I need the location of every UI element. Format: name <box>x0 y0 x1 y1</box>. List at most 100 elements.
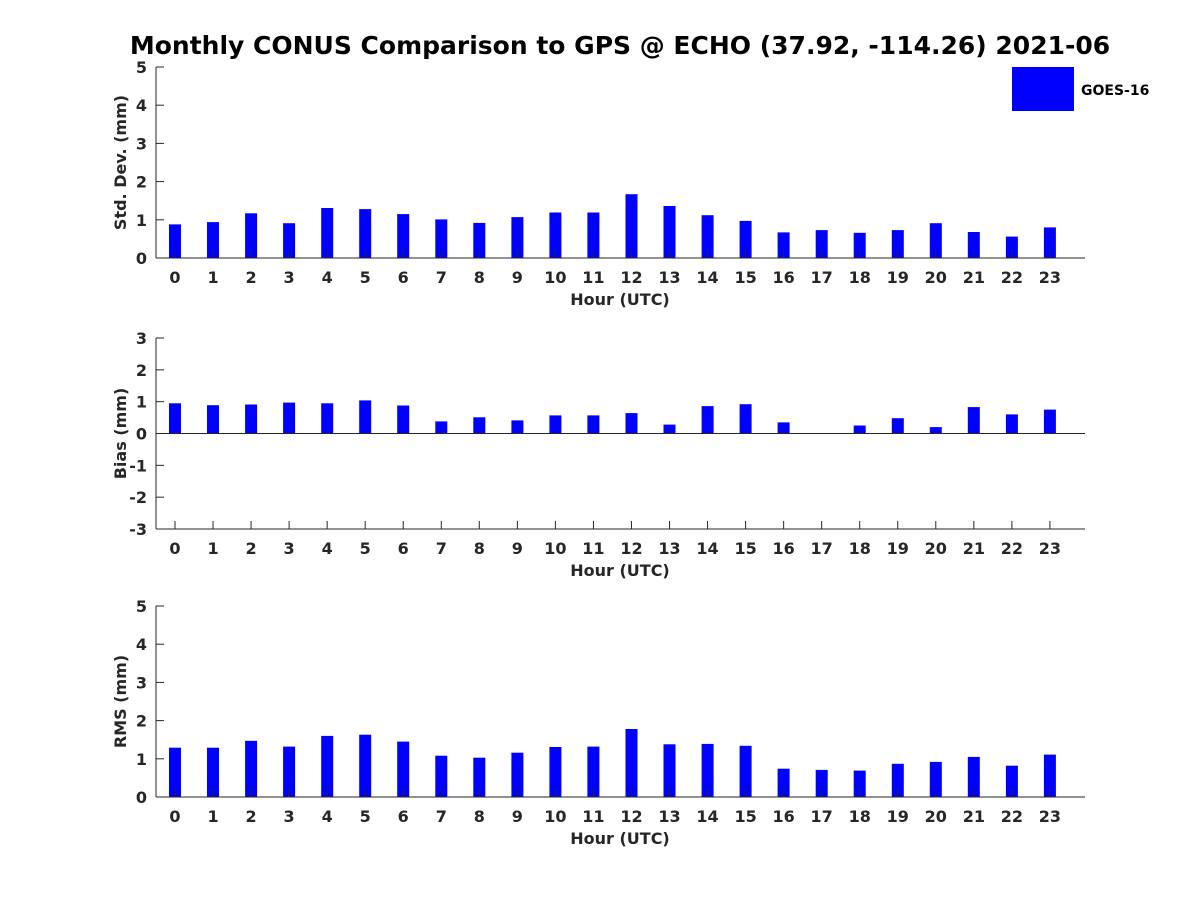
x-tick-label: 18 <box>849 539 871 558</box>
x-tick-label: 22 <box>1001 807 1023 826</box>
x-tick-label: 13 <box>658 807 680 826</box>
bar-panel3-hour-3 <box>283 746 296 797</box>
bar-panel3-hour-14 <box>701 743 714 797</box>
x-tick-label: 19 <box>887 268 909 287</box>
x-tick-label: 22 <box>1001 268 1023 287</box>
bar-panel3-hour-13 <box>663 744 676 797</box>
bar-panel3-hour-22 <box>1005 765 1018 797</box>
bar-panel1-hour-3 <box>283 223 296 258</box>
chart-title: Monthly CONUS Comparison to GPS @ ECHO (… <box>130 31 1110 60</box>
bar-panel1-hour-16 <box>777 232 790 258</box>
x-tick-label: 20 <box>925 807 947 826</box>
y-tick-label: 5 <box>136 597 147 616</box>
y-tick-label: 5 <box>136 58 147 77</box>
bar-panel3-hour-2 <box>245 740 258 797</box>
x-tick-label: 10 <box>544 539 566 558</box>
x-tick-label: 16 <box>773 268 795 287</box>
x-tick-label: 11 <box>582 268 604 287</box>
bar-panel1-hour-15 <box>739 220 752 258</box>
bar-panel2-hour-20 <box>929 427 942 434</box>
y-tick-label: -2 <box>129 488 147 507</box>
x-tick-label: 17 <box>811 268 833 287</box>
x-axis-label: Hour (UTC) <box>570 829 670 848</box>
bar-panel3-hour-0 <box>169 747 181 797</box>
x-tick-label: 2 <box>246 807 257 826</box>
bar-panel3-hour-10 <box>549 747 562 797</box>
x-tick-label: 9 <box>512 268 523 287</box>
x-tick-label: 18 <box>849 268 871 287</box>
x-tick-label: 3 <box>284 807 295 826</box>
x-tick-label: 15 <box>734 268 756 287</box>
x-tick-label: 20 <box>925 539 947 558</box>
x-tick-label: 9 <box>512 539 523 558</box>
x-tick-label: 3 <box>284 539 295 558</box>
x-tick-label: 10 <box>544 268 566 287</box>
x-tick-label: 6 <box>398 268 409 287</box>
bar-panel2-hour-4 <box>321 403 334 434</box>
x-tick-label: 19 <box>887 807 909 826</box>
bar-panel3-hour-7 <box>435 755 448 797</box>
x-tick-label: 11 <box>582 807 604 826</box>
bar-panel2-hour-5 <box>359 400 372 434</box>
bar-panel2-hour-9 <box>511 420 524 434</box>
y-tick-label: 4 <box>136 635 147 654</box>
x-tick-label: 4 <box>322 539 333 558</box>
x-tick-label: 22 <box>1001 539 1023 558</box>
bar-panel2-hour-3 <box>283 402 296 434</box>
x-tick-label: 13 <box>658 268 680 287</box>
x-tick-label: 3 <box>284 268 295 287</box>
bar-panel1-hour-23 <box>1043 227 1056 258</box>
bar-panel2-hour-7 <box>435 421 448 434</box>
bar-panel1-hour-20 <box>929 223 942 258</box>
legend-label-goes-16: GOES-16 <box>1081 83 1149 99</box>
x-tick-label: 23 <box>1039 268 1061 287</box>
y-tick-label: -1 <box>129 456 147 475</box>
x-tick-label: 0 <box>169 539 180 558</box>
x-tick-label: 0 <box>169 268 180 287</box>
y-tick-label: 3 <box>136 673 147 692</box>
x-tick-label: 21 <box>963 807 985 826</box>
x-axis-label: Hour (UTC) <box>570 561 670 580</box>
x-tick-label: 8 <box>474 268 485 287</box>
y-axis-label: RMS (mm) <box>111 655 130 748</box>
bar-panel1-hour-11 <box>587 212 600 258</box>
bar-panel2-hour-0 <box>169 403 181 434</box>
bar-panel2-hour-21 <box>967 407 980 434</box>
x-tick-label: 15 <box>734 539 756 558</box>
x-tick-label: 9 <box>512 807 523 826</box>
x-tick-label: 2 <box>246 539 257 558</box>
y-axis-label: Bias (mm) <box>111 388 130 480</box>
bar-panel1-hour-4 <box>321 208 334 258</box>
x-tick-label: 23 <box>1039 539 1061 558</box>
x-tick-label: 5 <box>360 268 371 287</box>
bar-panel1-hour-18 <box>853 232 866 258</box>
x-tick-label: 17 <box>811 807 833 826</box>
x-tick-label: 1 <box>207 807 218 826</box>
x-tick-label: 12 <box>620 807 642 826</box>
bar-panel2-hour-6 <box>397 405 410 434</box>
x-tick-label: 1 <box>207 268 218 287</box>
x-tick-label: 7 <box>436 807 447 826</box>
x-tick-label: 7 <box>436 268 447 287</box>
bar-panel3-hour-19 <box>891 763 904 797</box>
bar-panel1-hour-10 <box>549 212 562 258</box>
bar-panel3-hour-12 <box>625 729 638 797</box>
x-tick-label: 19 <box>887 539 909 558</box>
bar-panel3-hour-9 <box>511 752 524 797</box>
x-tick-label: 23 <box>1039 807 1061 826</box>
x-tick-label: 0 <box>169 807 180 826</box>
bar-panel1-hour-0 <box>169 224 181 258</box>
bar-panel3-hour-16 <box>777 768 790 797</box>
bar-panel2-hour-22 <box>1005 414 1018 434</box>
x-axis-label: Hour (UTC) <box>570 290 670 309</box>
bar-panel3-hour-20 <box>929 761 942 797</box>
bar-panel3-hour-23 <box>1043 754 1056 797</box>
bar-panel1-hour-21 <box>967 232 980 258</box>
y-tick-label: 3 <box>136 329 147 348</box>
y-tick-label: 0 <box>136 788 147 807</box>
